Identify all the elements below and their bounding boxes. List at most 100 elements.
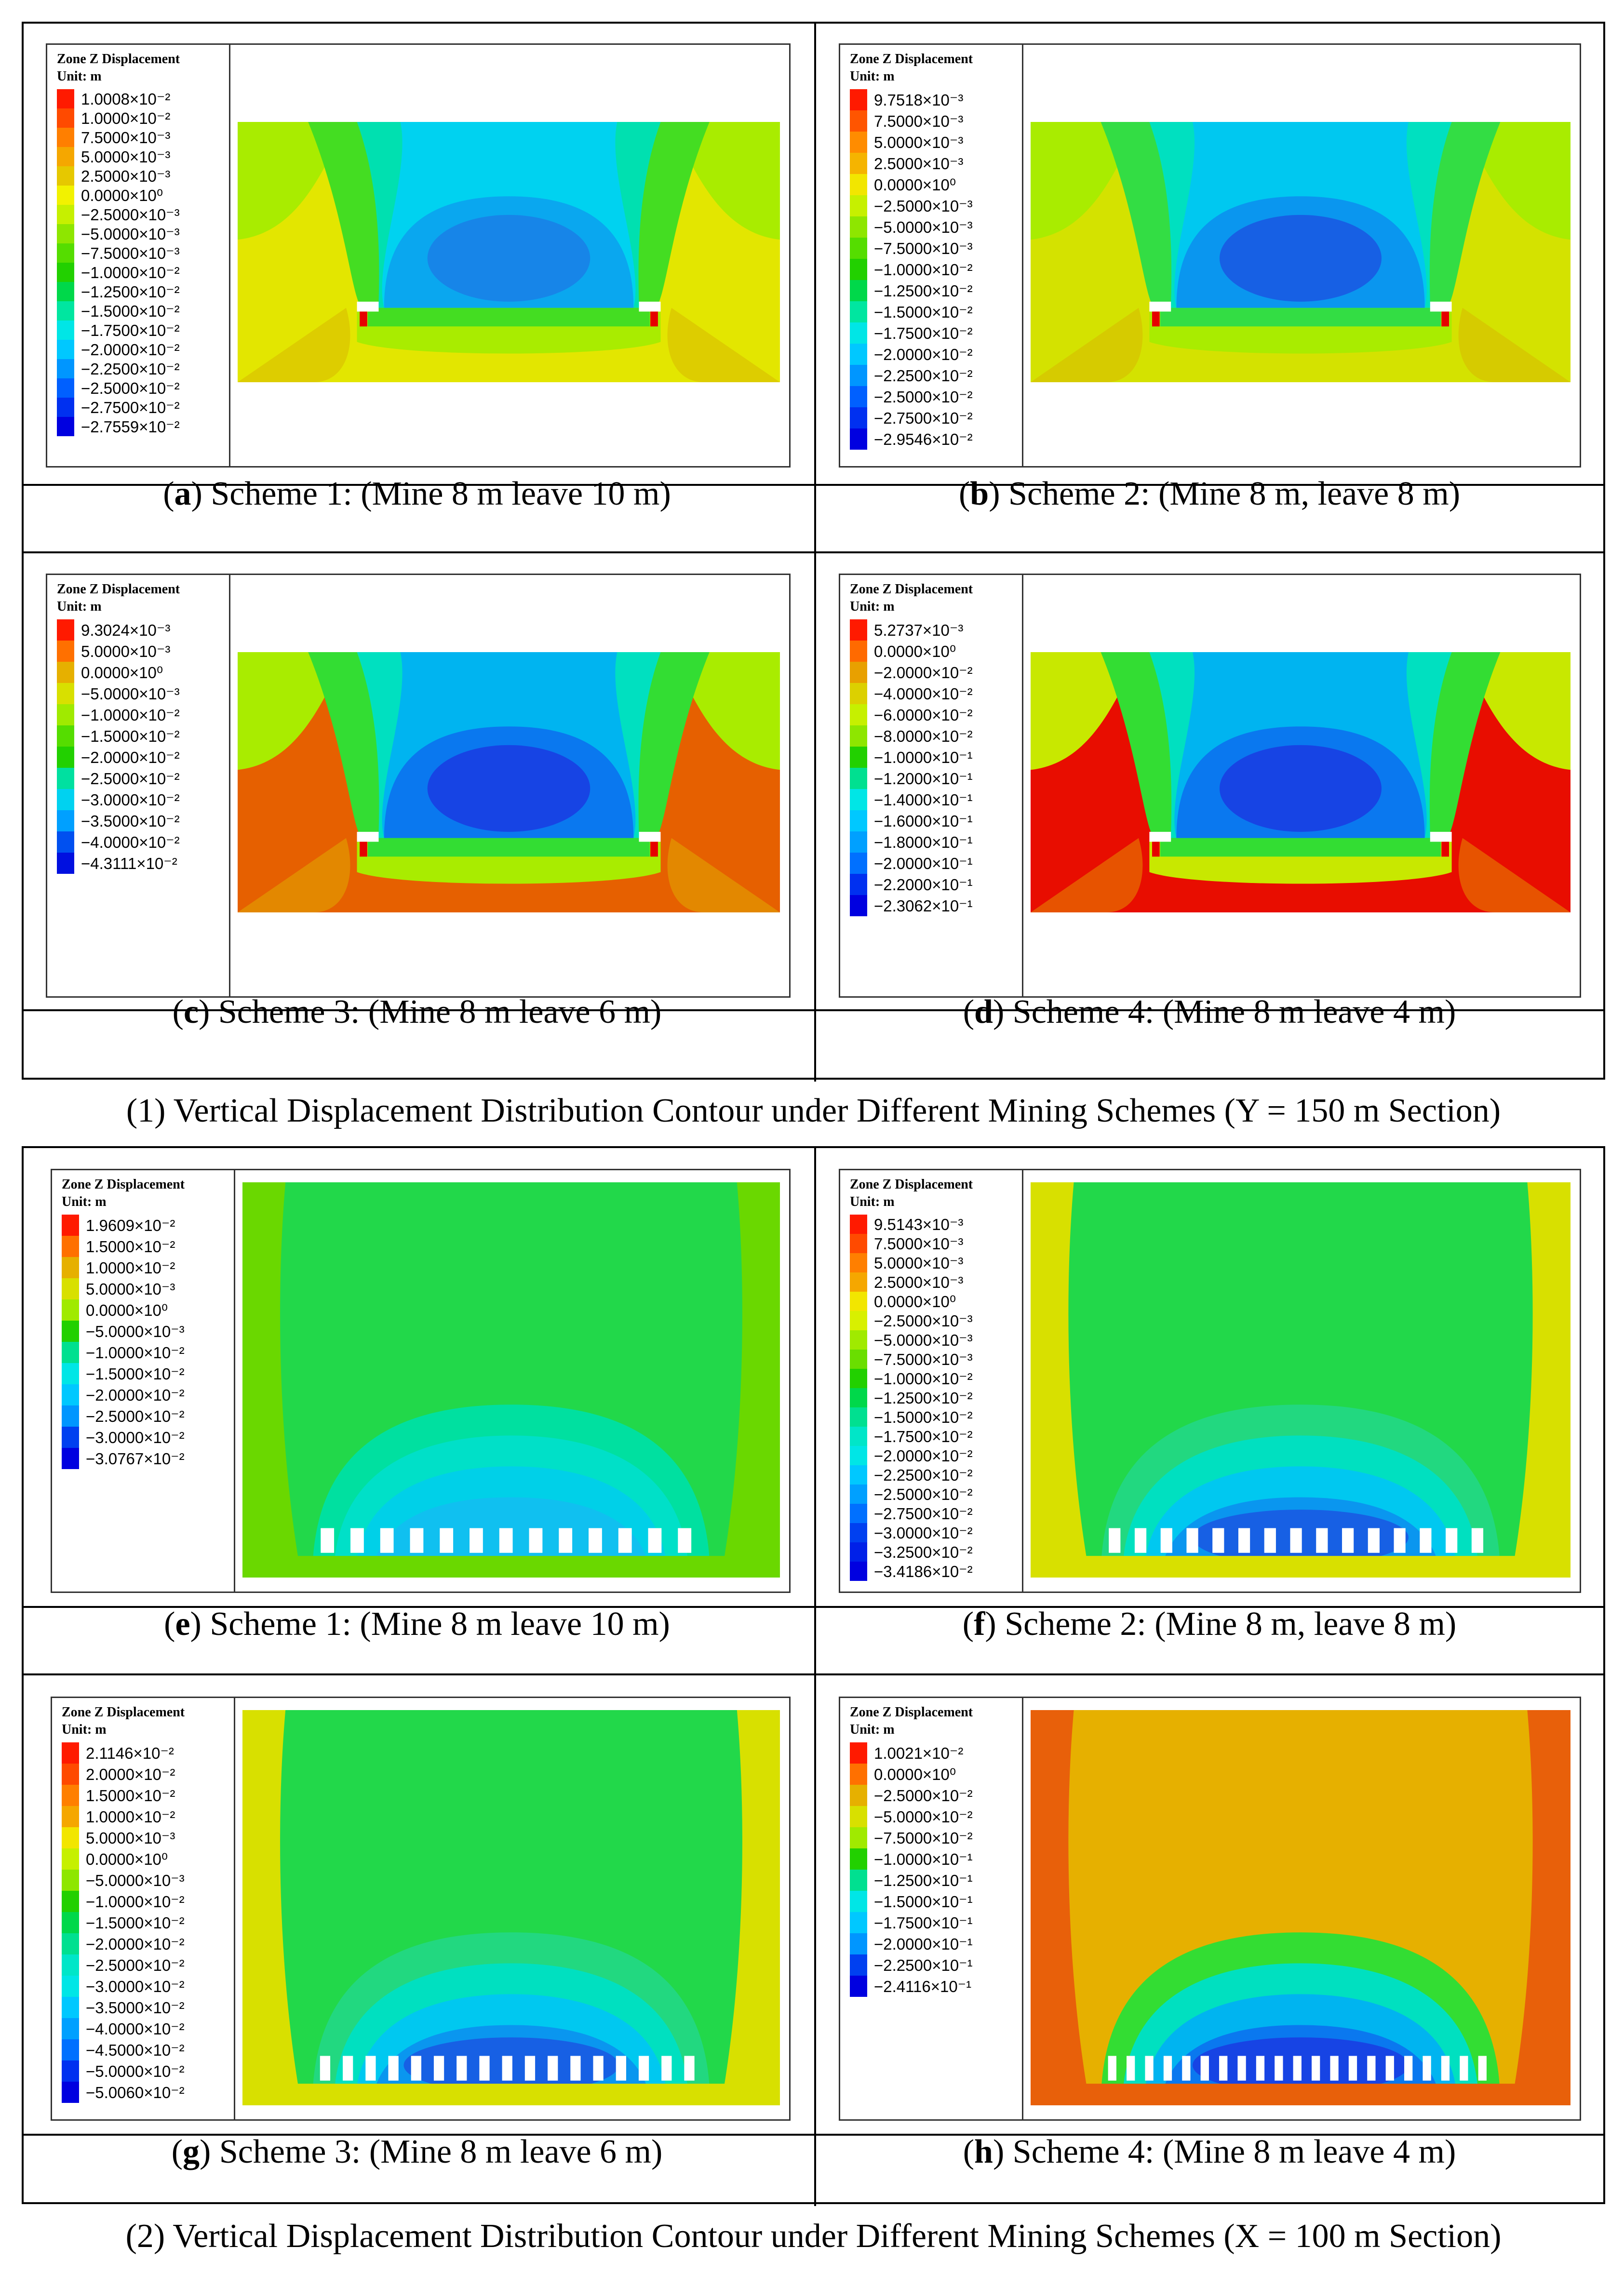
legend-swatch — [850, 1446, 867, 1465]
legend-label: −7.5000×10⁻³ — [81, 244, 180, 262]
legend-entry: −1.0000×10⁻² — [57, 263, 180, 282]
contour-band — [1031, 1556, 1570, 1578]
legend-label: −1.0000×10⁻² — [874, 1369, 973, 1388]
legend-swatch — [850, 1427, 867, 1446]
pillar — [350, 1528, 364, 1553]
legend-entry: −1.2500×10⁻² — [57, 282, 180, 301]
legend-swatch — [850, 1785, 867, 1806]
legend-label: −4.5000×10⁻² — [86, 2041, 185, 2059]
contour-band — [242, 1182, 302, 1578]
legend-label: −2.0000×10⁻² — [86, 1935, 185, 1953]
legend-swatch — [850, 1253, 867, 1272]
legend-label: −1.2500×10⁻² — [874, 281, 973, 300]
pillar — [1186, 1528, 1198, 1553]
panel-caption-h: (h) Scheme 4: (Mine 8 m leave 4 m) — [963, 2133, 1456, 2170]
legend-label: −4.0000×10⁻² — [874, 684, 973, 703]
legend-entry: −5.0000×10⁻³ — [850, 1330, 973, 1350]
legend-entry: −2.2500×10⁻² — [850, 365, 973, 386]
legend-label: −1.7500×10⁻² — [874, 1427, 973, 1445]
pillar — [1275, 2056, 1283, 2081]
legend-label: −3.0000×10⁻² — [86, 1977, 185, 1995]
legend-swatch — [850, 132, 867, 153]
legend-entry: 1.0000×10⁻² — [57, 108, 170, 128]
legend-entry: 5.0000×10⁻³ — [62, 1278, 175, 1299]
displacement-contour-plot — [1031, 1710, 1570, 2105]
legend-label: −4.0000×10⁻² — [81, 833, 180, 851]
legend-swatch — [57, 662, 74, 683]
legend-entry: −4.5000×10⁻² — [62, 2039, 185, 2060]
legend-label: 5.0000×10⁻³ — [86, 1829, 175, 1847]
legend-swatch — [62, 1342, 79, 1363]
pillar — [1368, 1528, 1380, 1553]
legend-swatch — [57, 378, 74, 398]
pillar — [639, 301, 661, 312]
legend-label: 7.5000×10⁻³ — [874, 112, 964, 130]
legend-label: −5.0000×10⁻³ — [81, 684, 180, 703]
pillar — [1471, 1528, 1484, 1553]
pillar — [357, 831, 379, 842]
legend-swatch — [57, 108, 74, 128]
legend-swatch — [62, 1870, 79, 1891]
color-legend: Zone Z Displacement Unit: m 9.7518×10⁻³ 7.5… — [840, 45, 1023, 466]
legend-swatch — [850, 110, 867, 132]
legend-label: −2.0000×10⁻² — [86, 1386, 185, 1404]
legend-entry: 5.0000×10⁻³ — [57, 641, 170, 662]
legend-swatch — [850, 174, 867, 195]
legend-swatch — [850, 810, 867, 831]
pillar — [1430, 831, 1452, 842]
legend-label: −1.7500×10⁻² — [874, 324, 973, 342]
legend-label: 0.0000×10⁰ — [81, 186, 163, 204]
legend-swatch — [62, 1363, 79, 1384]
legend-swatch — [57, 263, 74, 282]
legend-swatch — [850, 365, 867, 386]
legend-label: −1.5000×10⁻² — [86, 1364, 185, 1383]
legend-entry: 7.5000×10⁻³ — [57, 128, 170, 147]
legend-title: Zone Z Displacement Unit: m — [57, 52, 180, 84]
contour-band — [368, 838, 650, 857]
stress-spot — [650, 311, 658, 327]
legend-label: −2.7500×10⁻² — [874, 1504, 973, 1523]
legend-label: −2.7500×10⁻² — [81, 398, 180, 416]
legend-swatch — [850, 1933, 867, 1954]
legend-entry: 2.5000×10⁻³ — [57, 166, 170, 186]
legend-entry: −1.5000×10⁻² — [62, 1363, 185, 1384]
legend-swatch — [62, 2018, 79, 2039]
displacement-contour-plot — [242, 1710, 780, 2105]
legend-label: −2.4116×10⁻¹ — [874, 1977, 972, 1995]
legend-label: −2.0000×10⁻¹ — [874, 854, 973, 872]
legend-label: −2.9546×10⁻² — [874, 430, 973, 448]
legend-label: −2.5000×10⁻² — [81, 379, 180, 397]
legend-swatch — [850, 747, 867, 768]
legend-swatch — [62, 2060, 79, 2082]
panel-caption-c: (c) Scheme 3: (Mine 8 m leave 6 m) — [172, 993, 662, 1030]
contour-figure-h: Zone Z Displacement Unit: m 1.0021×10⁻² 0.0… — [839, 1697, 1581, 2121]
legend-swatch — [850, 831, 867, 853]
legend-label: −2.0000×10⁻² — [874, 1446, 973, 1465]
pillar — [479, 2056, 490, 2081]
legend-swatch — [850, 704, 867, 725]
pillar — [1219, 2056, 1228, 2081]
contour-band — [1031, 652, 1570, 770]
legend-entry: −5.0000×10⁻³ — [57, 224, 180, 243]
legend-entry: −5.0000×10⁻³ — [62, 1321, 185, 1342]
legend-label: 9.3024×10⁻³ — [81, 621, 171, 639]
legend-label: 0.0000×10⁰ — [874, 642, 956, 660]
legend-swatch — [62, 1742, 79, 1764]
legend-label: −1.2500×10⁻² — [81, 282, 180, 301]
legend-label: 2.5000×10⁻³ — [874, 154, 964, 173]
contour-core — [1220, 214, 1382, 302]
legend-swatch — [62, 1806, 79, 1827]
displacement-contour-plot — [238, 652, 780, 912]
legend-swatch — [57, 853, 74, 874]
legend-entry: 1.5000×10⁻² — [62, 1236, 175, 1257]
legend-swatch — [850, 1562, 867, 1581]
contour-figure-d: Zone Z Displacement Unit: m 5.2737×10⁻³ 0.0… — [839, 574, 1581, 998]
legend-entry: −3.0000×10⁻² — [62, 1976, 185, 1997]
legend-label: 1.5000×10⁻² — [86, 1237, 175, 1256]
legend-entry: 5.0000×10⁻³ — [850, 132, 963, 153]
legend-swatch — [850, 280, 867, 301]
contour-band — [242, 2084, 780, 2105]
legend-swatch — [850, 195, 867, 216]
legend-swatch — [850, 1292, 867, 1311]
color-legend: Zone Z Displacement Unit: m 5.2737×10⁻³ 0.0… — [840, 575, 1023, 996]
